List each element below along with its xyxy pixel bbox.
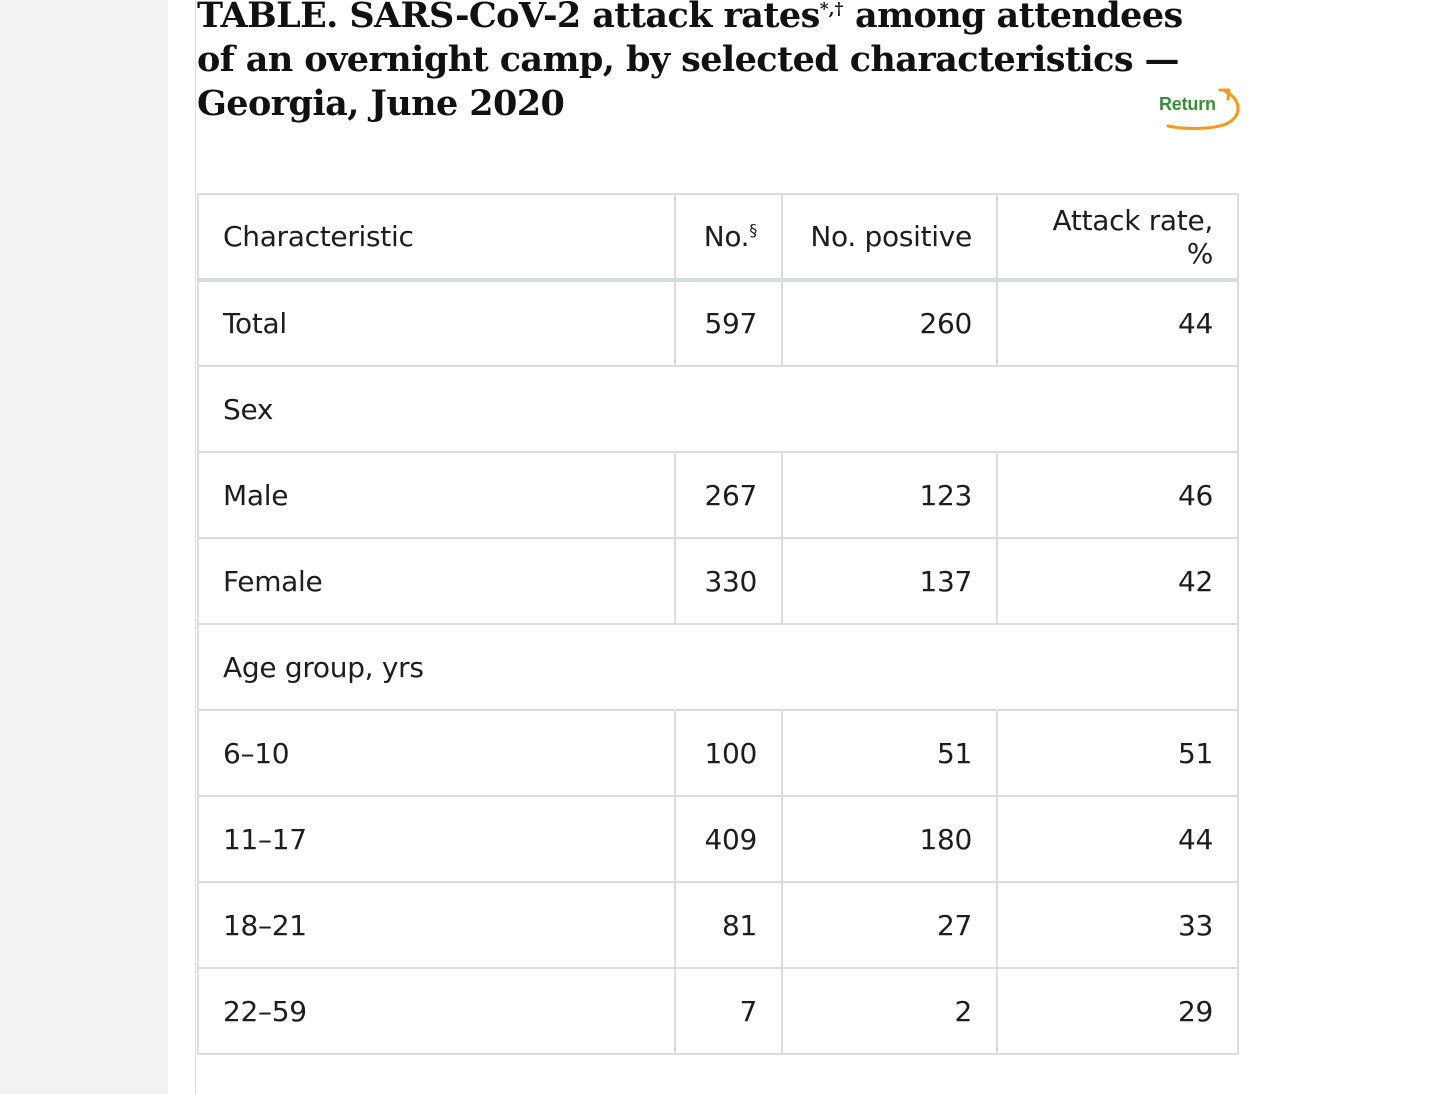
total-row: Total 597 260 44 [197, 279, 1239, 367]
title-text: TABLE. SARS-CoV-2 attack rates [197, 0, 820, 36]
total-label: Total [197, 279, 676, 367]
return-arrow-icon [1166, 88, 1240, 130]
header-number-label: No. [703, 220, 750, 253]
row-number: 330 [674, 537, 783, 625]
row-attack-rate: 42 [996, 537, 1239, 625]
row-number: 100 [674, 709, 783, 797]
row-positive: 51 [781, 709, 998, 797]
return-link[interactable]: Return [1156, 88, 1242, 130]
row-positive: 27 [781, 881, 998, 969]
row-attack-rate: 51 [996, 709, 1239, 797]
header-row: Characteristic No.§ No. positive Attack … [197, 193, 1239, 282]
row-label: 18–21 [197, 881, 676, 969]
header-attack-rate: Attack rate, % [996, 193, 1239, 282]
header-number-footnote: § [749, 220, 757, 240]
row-positive: 137 [781, 537, 998, 625]
left-gutter [0, 0, 168, 1094]
row-positive: 2 [781, 967, 998, 1055]
row-label: 22–59 [197, 967, 676, 1055]
table-row: 22–59 7 2 29 [197, 967, 1239, 1055]
section-row-age-group: Age group, yrs [197, 623, 1239, 711]
row-label: 6–10 [197, 709, 676, 797]
title-text-rest: among attendees of an overnight camp, by… [197, 0, 1183, 124]
content-border [195, 0, 196, 1094]
row-number: 409 [674, 795, 783, 883]
table-row: 6–10 100 51 51 [197, 709, 1239, 797]
table-row: Male 267 123 46 [197, 451, 1239, 539]
row-attack-rate: 44 [996, 795, 1239, 883]
section-heading-sex: Sex [197, 365, 1239, 453]
header-number: No.§ [674, 193, 783, 282]
row-positive: 123 [781, 451, 998, 539]
section-heading-age-group: Age group, yrs [197, 623, 1239, 711]
total-positive: 260 [781, 279, 998, 367]
table-title: TABLE. SARS-CoV-2 attack rates*,† among … [197, 0, 1227, 126]
row-attack-rate: 29 [996, 967, 1239, 1055]
table-row: 18–21 81 27 33 [197, 881, 1239, 969]
row-positive: 180 [781, 795, 998, 883]
total-number: 597 [674, 279, 783, 367]
row-label: Male [197, 451, 676, 539]
row-number: 81 [674, 881, 783, 969]
header-positive: No. positive [781, 193, 998, 282]
attack-rates-table: Characteristic No.§ No. positive Attack … [197, 193, 1239, 1055]
row-attack-rate: 33 [996, 881, 1239, 969]
row-number: 7 [674, 967, 783, 1055]
table-row: Female 330 137 42 [197, 537, 1239, 625]
total-attack-rate: 44 [996, 279, 1239, 367]
section-row-sex: Sex [197, 365, 1239, 453]
row-number: 267 [674, 451, 783, 539]
title-footnote-marks: *,† [819, 0, 844, 20]
table-row: 11–17 409 180 44 [197, 795, 1239, 883]
row-attack-rate: 46 [996, 451, 1239, 539]
row-label: Female [197, 537, 676, 625]
row-label: 11–17 [197, 795, 676, 883]
return-label[interactable]: Return [1159, 94, 1216, 114]
header-characteristic: Characteristic [197, 193, 676, 282]
